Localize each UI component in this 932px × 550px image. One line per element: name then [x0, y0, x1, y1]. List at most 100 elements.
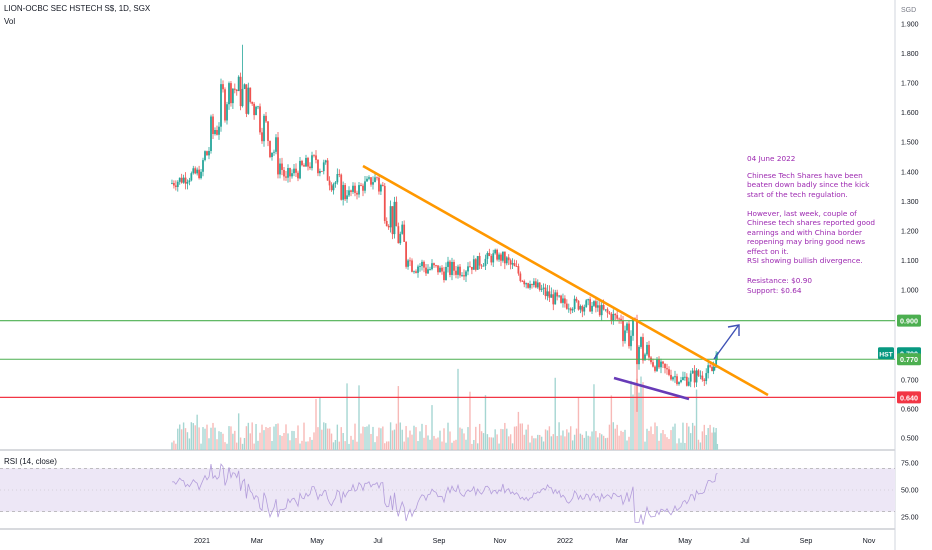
candle-body — [190, 173, 193, 181]
volume-bar — [486, 434, 489, 450]
volume-bar — [340, 427, 342, 450]
candle-body — [550, 294, 553, 298]
volume-bar — [469, 391, 471, 450]
volume-bar — [451, 442, 453, 450]
date-tick-label: May — [678, 536, 692, 545]
volume-bar — [571, 440, 574, 450]
volume-legend: Vol — [4, 17, 16, 26]
candle-body — [564, 298, 566, 304]
candle-body — [411, 260, 413, 272]
volume-bar — [307, 441, 309, 450]
volume-bar — [608, 424, 611, 450]
volume-bar — [527, 424, 529, 450]
candle-body — [313, 155, 315, 157]
volume-bar — [640, 376, 642, 450]
candle-body — [531, 284, 533, 286]
candle-body — [293, 168, 295, 174]
volume-bar — [171, 442, 173, 450]
volume-bar — [604, 438, 607, 450]
rsi-tick-label: 25.00 — [901, 515, 919, 522]
volume-bar — [601, 434, 603, 450]
volume-bar — [299, 443, 301, 450]
volume-bar — [632, 394, 634, 450]
candle-body — [711, 366, 713, 372]
candle-body — [437, 265, 439, 273]
candle-body — [188, 180, 191, 182]
volume-bar — [323, 422, 325, 450]
volume-bar — [186, 432, 189, 450]
candle-body — [644, 354, 646, 361]
price-tick-label: 1.700 — [901, 81, 919, 88]
candle-body — [230, 83, 232, 104]
volume-bar — [283, 432, 285, 450]
candle-body — [328, 180, 331, 186]
volume-bar — [478, 423, 481, 450]
volume-bar — [321, 429, 323, 450]
volume-bar — [593, 384, 595, 450]
date-tick-label: Nov — [494, 536, 507, 545]
candle-body — [642, 337, 644, 361]
volume-bar — [427, 435, 429, 450]
candle-body — [656, 359, 658, 371]
volume-bar — [407, 437, 409, 450]
candle-body — [461, 275, 463, 276]
volume-bar — [218, 431, 220, 450]
candle-body — [346, 195, 348, 200]
candle-body — [259, 106, 261, 133]
volume-bar — [568, 432, 570, 450]
candle-body — [457, 266, 459, 275]
candle-body — [662, 361, 664, 364]
volume-bar — [435, 438, 437, 450]
volume-bar — [313, 432, 315, 450]
volume-bar — [703, 424, 705, 450]
volume-bar — [352, 439, 354, 450]
price-tick-label: 1.500 — [901, 140, 919, 147]
candle-body — [476, 256, 479, 270]
volume-bar — [247, 422, 250, 450]
volume-bar — [409, 430, 411, 450]
candle-body — [687, 381, 690, 386]
candle-body — [235, 89, 238, 92]
volume-bar — [573, 434, 576, 450]
candle-body — [712, 367, 715, 372]
candle-body — [381, 184, 384, 186]
volume-bar — [461, 428, 463, 450]
candle-body — [289, 168, 291, 177]
candle-body — [529, 284, 531, 288]
candle-body — [622, 320, 624, 342]
volume-bar — [513, 426, 516, 450]
candle-body — [445, 266, 447, 281]
candle-body — [439, 267, 441, 273]
candle-body — [583, 307, 586, 312]
volume-bar — [257, 440, 259, 450]
candle-body — [527, 283, 529, 288]
divergence-line — [613, 376, 690, 401]
volume-bar — [413, 425, 415, 450]
volume-bar — [686, 422, 688, 450]
volume-bar — [239, 437, 242, 450]
candle-body — [577, 300, 580, 310]
candle-body — [552, 294, 555, 305]
volume-bar — [570, 426, 572, 450]
candle-body — [705, 373, 708, 382]
candle-body — [713, 366, 716, 368]
volume-bar — [705, 434, 707, 450]
candle-body — [593, 301, 595, 306]
candle-body — [474, 259, 477, 270]
candle-body — [703, 379, 706, 382]
volume-bar — [628, 436, 630, 450]
candle-body — [180, 177, 183, 183]
candle-body — [684, 376, 686, 378]
price-tick-label: 1.200 — [901, 228, 919, 235]
volume-bar — [575, 428, 578, 450]
candle-body — [275, 137, 277, 152]
candle-body — [220, 84, 222, 127]
volume-bar — [437, 437, 439, 450]
volume-bar — [182, 422, 185, 450]
volume-bar — [346, 383, 348, 450]
candle-body — [433, 263, 435, 266]
candle-body — [435, 265, 437, 267]
candle-body — [222, 84, 224, 90]
volume-bar — [297, 425, 299, 450]
